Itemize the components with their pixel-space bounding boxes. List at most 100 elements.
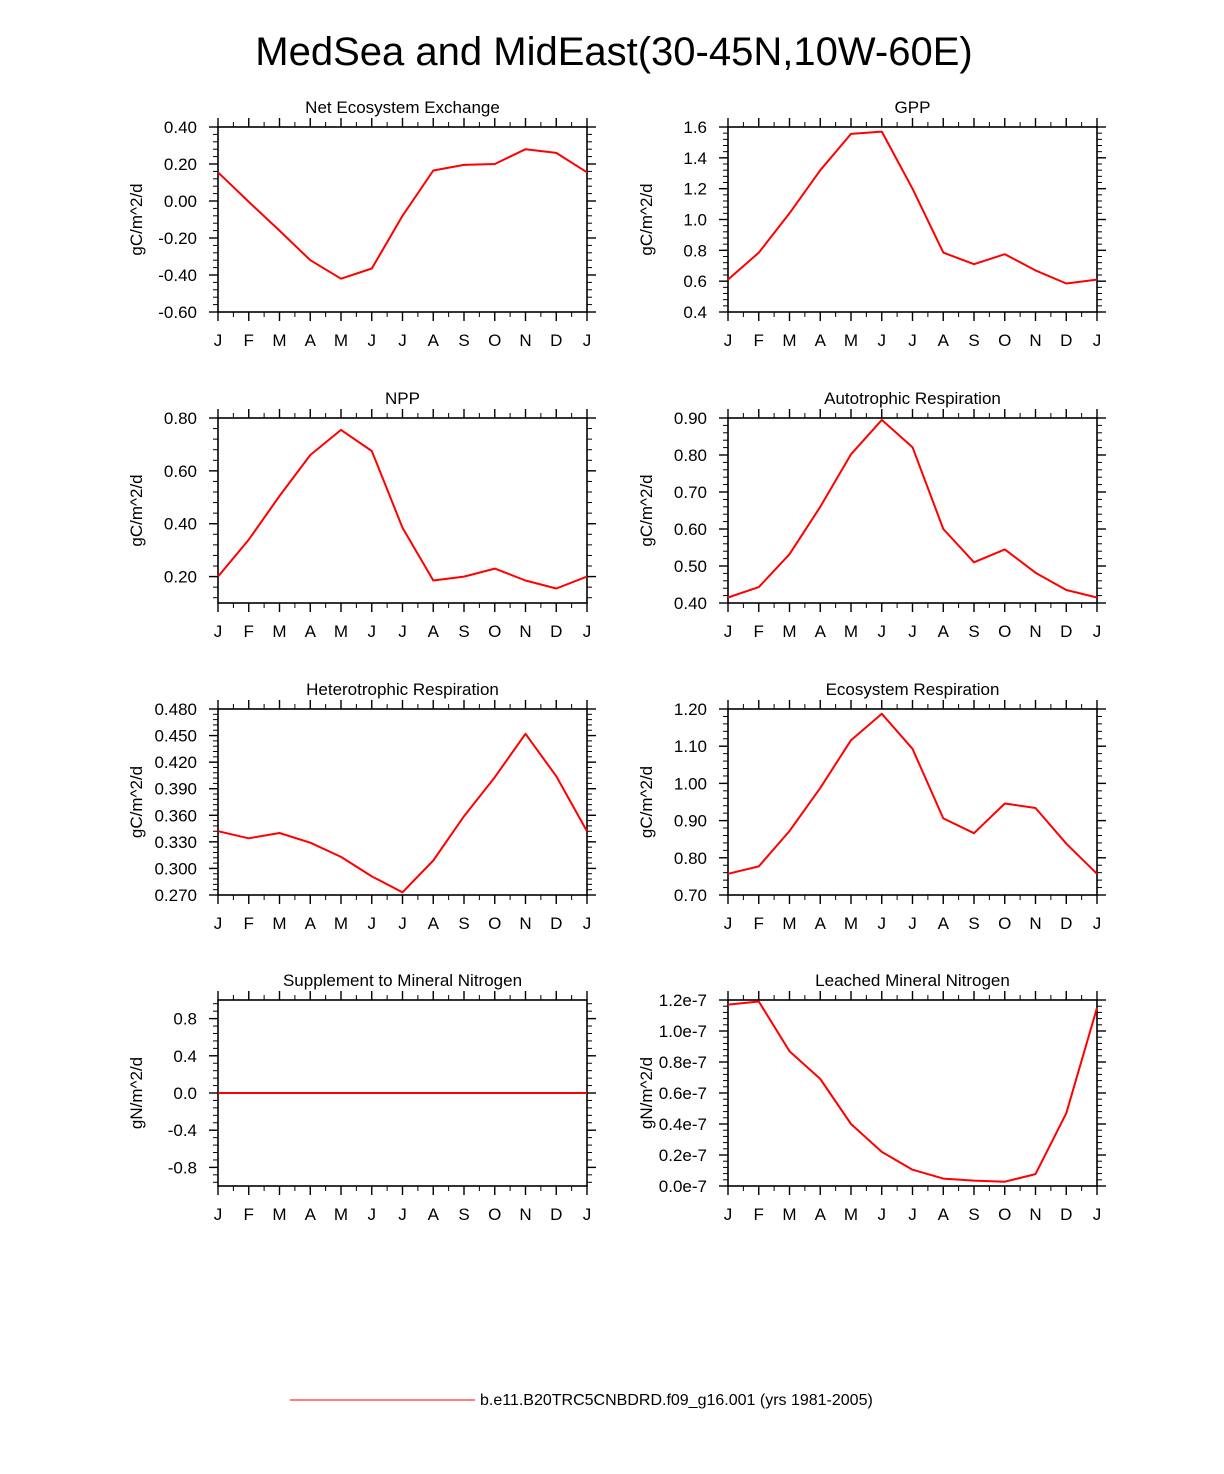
- x-tick-label: F: [754, 914, 764, 933]
- x-tick-label: A: [428, 331, 440, 350]
- y-axis-label: gC/m^2/d: [637, 766, 656, 838]
- y-tick-label: 0.8: [683, 241, 707, 260]
- x-tick-label: D: [1060, 1205, 1072, 1224]
- x-tick-label: S: [968, 1205, 979, 1224]
- x-tick-label: A: [305, 1205, 317, 1224]
- x-tick-label: F: [244, 331, 254, 350]
- y-tick-label: 1.0: [683, 211, 707, 230]
- series-line: [727, 130, 1098, 285]
- x-tick-label: D: [550, 1205, 562, 1224]
- x-tick-label: A: [938, 914, 950, 933]
- legend: b.e11.B20TRC5CNBDRD.f09_g16.001 (yrs 198…: [290, 1392, 873, 1409]
- y-tick-label: 0.40: [674, 594, 707, 613]
- x-tick-label: F: [244, 1205, 254, 1224]
- y-tick-label: 0.6: [683, 272, 707, 291]
- x-tick-label: J: [1093, 914, 1102, 933]
- panel-title: Heterotrophic Respiration: [306, 680, 499, 699]
- x-tick-label: J: [724, 914, 733, 933]
- panel-title: Autotrophic Respiration: [824, 389, 1001, 408]
- x-tick-label: J: [583, 622, 592, 641]
- y-tick-label: 0.50: [674, 557, 707, 576]
- x-tick-label: O: [488, 622, 501, 641]
- x-tick-label: J: [368, 622, 377, 641]
- x-tick-label: O: [998, 1205, 1011, 1224]
- x-tick-label: D: [1060, 914, 1072, 933]
- y-tick-label: 0.20: [164, 155, 197, 174]
- x-tick-label: F: [244, 622, 254, 641]
- series-line: [217, 428, 588, 590]
- x-tick-label: N: [1029, 1205, 1041, 1224]
- x-tick-label: J: [214, 331, 223, 350]
- x-tick-label: M: [844, 622, 858, 641]
- legend-label: b.e11.B20TRC5CNBDRD.f09_g16.001 (yrs 198…: [480, 1392, 873, 1409]
- y-tick-label: 0.8e-7: [659, 1053, 707, 1072]
- x-tick-label: M: [334, 914, 348, 933]
- y-tick-label: 1.10: [674, 737, 707, 756]
- y-axis-label: gN/m^2/d: [127, 1057, 146, 1129]
- x-tick-label: S: [458, 622, 469, 641]
- x-tick-label: A: [815, 1205, 827, 1224]
- x-tick-label: J: [214, 1205, 223, 1224]
- y-axis-label: gC/m^2/d: [127, 183, 146, 255]
- x-tick-label: D: [1060, 331, 1072, 350]
- y-tick-label: 1.00: [674, 774, 707, 793]
- plot-frame: [727, 126, 1098, 313]
- x-tick-label: J: [214, 914, 223, 933]
- panel-title: Ecosystem Respiration: [826, 680, 1000, 699]
- x-tick-label: O: [998, 331, 1011, 350]
- x-tick-label: O: [488, 914, 501, 933]
- y-tick-label: -0.8: [168, 1158, 197, 1177]
- x-tick-label: J: [724, 331, 733, 350]
- plot-frame: [727, 999, 1098, 1187]
- x-tick-label: N: [519, 1205, 531, 1224]
- x-tick-label: J: [583, 1205, 592, 1224]
- figure-title: MedSea and MidEast(30-45N,10W-60E): [255, 30, 972, 74]
- y-tick-label: 0.60: [674, 520, 707, 539]
- panel-supplement-to-mineral-nitrogen: Supplement to Mineral Nitrogen gN/m^2/d J F…: [127, 971, 596, 1224]
- x-tick-label: J: [878, 622, 887, 641]
- x-tick-label: J: [398, 622, 407, 641]
- x-tick-label: A: [428, 1205, 440, 1224]
- y-tick-label: 0.70: [674, 483, 707, 502]
- x-tick-label: J: [398, 331, 407, 350]
- x-tick-label: F: [244, 914, 254, 933]
- x-tick-label: J: [398, 914, 407, 933]
- x-tick-label: M: [334, 1205, 348, 1224]
- y-tick-label: 0.450: [154, 727, 197, 746]
- x-tick-label: S: [968, 331, 979, 350]
- x-tick-label: M: [334, 331, 348, 350]
- y-tick-label: 0.480: [154, 700, 197, 719]
- y-tick-label: 0.90: [674, 409, 707, 428]
- y-tick-label: 0.390: [154, 780, 197, 799]
- x-tick-label: D: [550, 331, 562, 350]
- panel-title: Supplement to Mineral Nitrogen: [283, 971, 522, 990]
- x-tick-label: J: [1093, 1205, 1102, 1224]
- y-tick-label: 0.8: [173, 1010, 197, 1029]
- series-line: [217, 732, 588, 894]
- x-tick-label: D: [550, 914, 562, 933]
- x-tick-label: M: [782, 914, 796, 933]
- x-tick-label: A: [938, 1205, 950, 1224]
- plot-frame: [217, 126, 588, 313]
- y-tick-label: 0.360: [154, 806, 197, 825]
- y-axis-label: gC/m^2/d: [637, 474, 656, 546]
- y-tick-label: 0.300: [154, 859, 197, 878]
- x-tick-label: N: [1029, 331, 1041, 350]
- x-tick-label: J: [724, 622, 733, 641]
- x-tick-label: D: [1060, 622, 1072, 641]
- y-axis-label: gC/m^2/d: [637, 183, 656, 255]
- x-tick-label: N: [1029, 622, 1041, 641]
- x-tick-label: A: [428, 914, 440, 933]
- x-tick-label: J: [214, 622, 223, 641]
- x-tick-label: J: [583, 331, 592, 350]
- x-tick-label: J: [908, 331, 917, 350]
- y-tick-label: 0.00: [164, 192, 197, 211]
- y-tick-label: 0.2e-7: [659, 1146, 707, 1165]
